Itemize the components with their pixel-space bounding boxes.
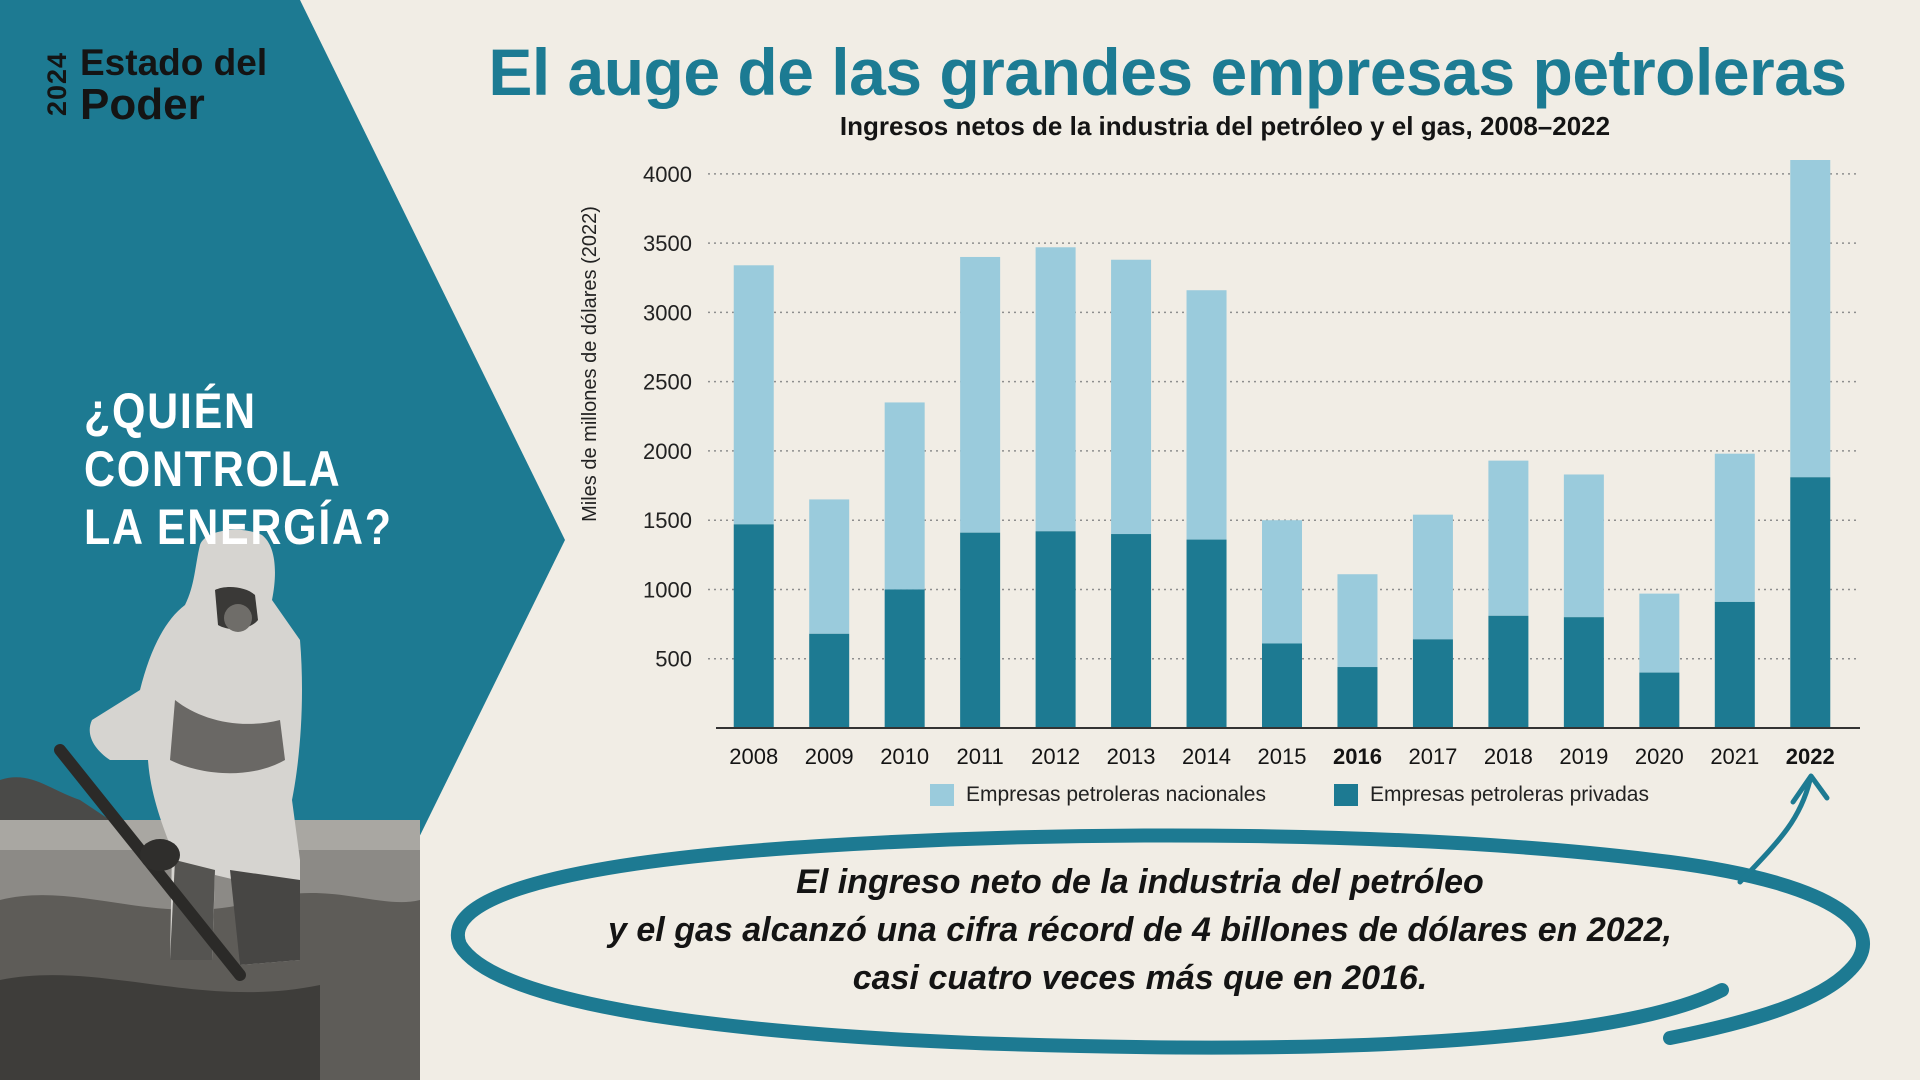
legend-swatch-national: [930, 784, 954, 806]
highlight-annotation: [451, 780, 1870, 1055]
bar-national-2011: [960, 256, 1001, 533]
y-tick-label: 500: [655, 647, 692, 672]
x-tick-label-2010: 2010: [880, 744, 929, 769]
legend-label-private: Empresas petroleras privadas: [1370, 783, 1649, 806]
bar-national-2016: [1337, 574, 1378, 668]
y-tick-label: 1500: [643, 508, 692, 533]
bar-private-2018: [1488, 615, 1529, 728]
oil-worker-photo: [0, 529, 420, 1080]
bar-private-2019: [1563, 617, 1604, 728]
brand-year: 2024: [42, 51, 72, 117]
note-line2: y el gas alcanzó una cifra récord de 4 b…: [608, 911, 1672, 949]
bar-private-2012: [1035, 531, 1076, 728]
stacked-bar-chart: 500 1000 1500 2000 2500 3000 3500 4000 2008 2009…: [579, 160, 1860, 769]
bar-private-2009: [809, 633, 850, 728]
annotation-note: El ingreso neto de la industria del petr…: [560, 858, 1720, 1002]
x-tick-label-2013: 2013: [1107, 744, 1156, 769]
chart-bars: [733, 160, 1831, 728]
legend-item-private: Empresas petroleras privadas: [1334, 780, 1694, 810]
bar-national-2019: [1563, 474, 1604, 618]
x-tick-label-2021: 2021: [1710, 744, 1759, 769]
bar-national-2020: [1639, 593, 1680, 673]
arrow-head-icon: [1790, 773, 1830, 805]
brand-name-line1: Estado del: [80, 42, 268, 83]
legend-item-national: Empresas petroleras nacionales: [930, 780, 1290, 810]
y-tick-label: 1000: [643, 577, 692, 602]
bar-national-2014: [1186, 290, 1227, 540]
bar-private-2016: [1337, 667, 1378, 728]
arrow-to-2022-icon: [1737, 780, 1813, 885]
x-tick-label-2016: 2016: [1333, 744, 1382, 769]
bar-national-2008: [733, 265, 774, 525]
y-tick-label: 4000: [643, 162, 692, 187]
x-tick-label-2018: 2018: [1484, 744, 1533, 769]
x-tick-label-2015: 2015: [1258, 744, 1307, 769]
x-tick-label-2012: 2012: [1031, 744, 1080, 769]
highlight-ellipse: [451, 828, 1870, 1055]
bar-private-2022: [1790, 477, 1831, 728]
y-tick-label: 3500: [643, 231, 692, 256]
x-axis-ticks: 2008 2009 2010 2011 2012 2013 2014 2015 2016 2017…: [729, 744, 1834, 769]
x-tick-label-2019: 2019: [1559, 744, 1608, 769]
bar-national-2009: [809, 499, 850, 634]
left-panel-art: [0, 0, 565, 1080]
x-tick-label-2009: 2009: [805, 744, 854, 769]
bar-private-2008: [733, 524, 774, 728]
series-question: ¿QUIÉN CONTROLA LA ENERGÍA?: [84, 382, 445, 556]
note-line3: casi cuatro veces más que en 2016.: [852, 959, 1428, 997]
bar-national-2021: [1714, 453, 1755, 602]
arrow-panel-shape: [0, 0, 565, 1080]
y-tick-label: 2500: [643, 370, 692, 395]
y-axis-ticks: 500 1000 1500 2000 2500 3000 3500 4000: [643, 162, 692, 672]
y-tick-label: 3000: [643, 300, 692, 325]
note-line1: El ingreso neto de la industria del petr…: [796, 863, 1484, 901]
x-tick-label-2022: 2022: [1786, 744, 1835, 769]
bar-private-2015: [1262, 643, 1302, 728]
chart-title: El auge de las grandes empresas petroler…: [488, 35, 1847, 109]
y-tick-label: 2000: [643, 439, 692, 464]
chart-subtitle: Ingresos netos de la industria del petró…: [839, 111, 1611, 141]
bar-national-2012: [1035, 247, 1076, 532]
legend-label-national: Empresas petroleras nacionales: [966, 783, 1266, 806]
bar-private-2017: [1412, 639, 1453, 728]
bar-private-2020: [1639, 672, 1680, 728]
bar-private-2010: [884, 589, 925, 728]
bar-national-2022: [1790, 160, 1831, 478]
bar-private-2013: [1111, 534, 1152, 728]
bar-private-2021: [1714, 601, 1755, 728]
x-tick-label-2008: 2008: [729, 744, 778, 769]
brand-name-line2: Poder: [80, 80, 205, 129]
brand-name: Estado del Poder: [80, 42, 320, 127]
x-tick-label-2020: 2020: [1635, 744, 1684, 769]
bar-private-2014: [1186, 539, 1227, 728]
bar-national-2018: [1488, 460, 1529, 616]
bar-national-2013: [1111, 259, 1152, 535]
bar-private-2011: [960, 532, 1001, 728]
y-axis-label: Miles de millones de dólares (2022): [579, 206, 601, 522]
question-line1: ¿QUIÉN CONTROLA: [84, 383, 342, 497]
bar-national-2010: [884, 402, 925, 590]
question-line2: LA ENERGÍA?: [84, 499, 393, 555]
x-tick-label-2014: 2014: [1182, 744, 1231, 769]
bar-national-2015: [1262, 520, 1302, 644]
x-tick-label-2011: 2011: [956, 744, 1003, 769]
legend-swatch-private: [1334, 784, 1358, 806]
bar-national-2017: [1412, 514, 1453, 640]
left-panel: 2024 Estado del Poder ¿QUIÉN CONTROLA LA…: [0, 0, 600, 1080]
x-tick-label-2017: 2017: [1408, 744, 1457, 769]
